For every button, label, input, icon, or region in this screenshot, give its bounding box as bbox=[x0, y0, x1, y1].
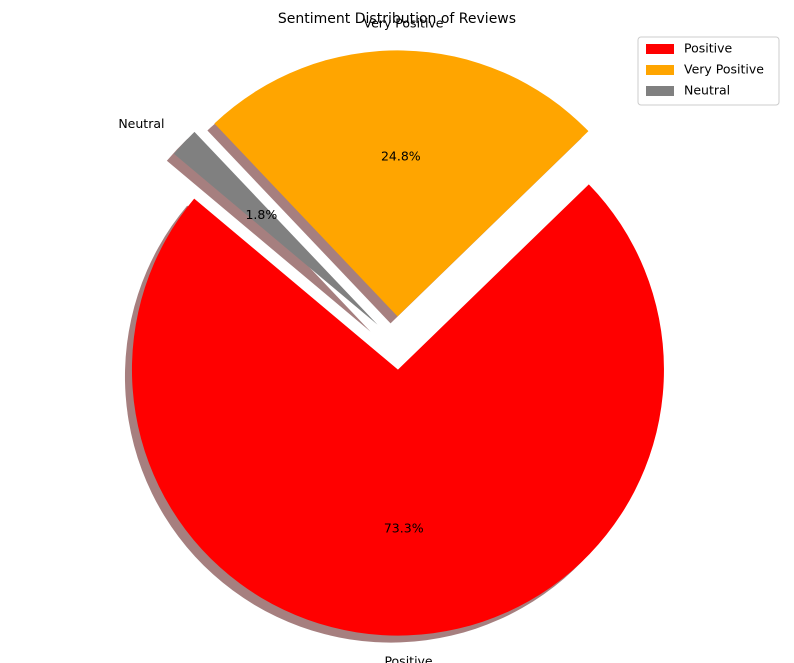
legend-swatch-very-positive bbox=[646, 65, 674, 75]
slice-category-label-neutral: Neutral bbox=[118, 116, 164, 131]
legend: Positive Very Positive Neutral bbox=[637, 36, 780, 106]
slice-labels: Positive 73.3% Very Positive 24.8% Neutral 1.… bbox=[118, 15, 443, 663]
slice-category-label-positive: Positive bbox=[384, 653, 432, 663]
legend-label-neutral: Neutral bbox=[684, 83, 730, 98]
chart-title: Sentiment Distribution of Reviews bbox=[278, 11, 516, 27]
legend-swatch-positive bbox=[646, 44, 674, 54]
slice-percent-label-very-positive: 24.8% bbox=[381, 148, 421, 163]
slice-percent-label-positive: 73.3% bbox=[384, 521, 424, 536]
slice-category-label-very-positive: Very Positive bbox=[364, 15, 444, 30]
slice-neutral bbox=[173, 131, 378, 325]
slice-percent-label-neutral: 1.8% bbox=[245, 207, 277, 222]
legend-label-positive: Positive bbox=[684, 41, 732, 56]
slices bbox=[131, 50, 664, 636]
slice-very-positive bbox=[214, 50, 589, 317]
legend-label-very-positive: Very Positive bbox=[684, 62, 764, 77]
slice-positive bbox=[131, 184, 664, 636]
legend-swatch-neutral bbox=[646, 86, 674, 96]
